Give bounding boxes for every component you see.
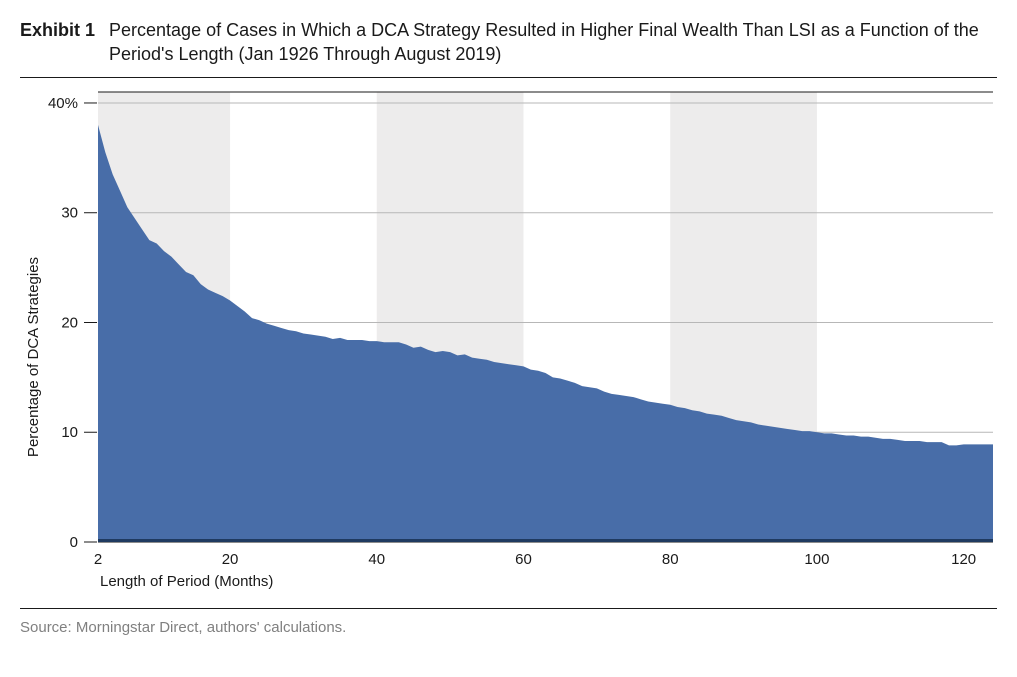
svg-text:0: 0 xyxy=(70,534,78,551)
svg-text:2: 2 xyxy=(94,551,102,568)
area-chart: 0 10 20 30 40% 2 20 40 60 80 100 120 Length of Perio… xyxy=(20,78,997,608)
svg-text:120: 120 xyxy=(951,551,976,568)
svg-text:Length of Period (Months): Length of Period (Months) xyxy=(100,573,273,590)
svg-text:10: 10 xyxy=(61,424,78,441)
exhibit-label: Exhibit 1 xyxy=(20,18,95,42)
svg-text:80: 80 xyxy=(662,551,679,568)
svg-text:100: 100 xyxy=(804,551,829,568)
chart-svg: 0 10 20 30 40% 2 20 40 60 80 100 120 Length of Perio… xyxy=(20,78,997,608)
svg-text:40: 40 xyxy=(368,551,385,568)
svg-text:60: 60 xyxy=(515,551,532,568)
svg-text:20: 20 xyxy=(222,551,239,568)
exhibit-header: Exhibit 1 Percentage of Cases in Which a… xyxy=(20,18,997,77)
svg-text:20: 20 xyxy=(61,314,78,331)
svg-text:Percentage of DCA Strategies: Percentage of DCA Strategies xyxy=(25,257,42,457)
svg-text:30: 30 xyxy=(61,204,78,221)
exhibit-title: Percentage of Cases in Which a DCA Strat… xyxy=(109,18,997,67)
svg-text:40%: 40% xyxy=(48,95,78,112)
source-text: Source: Morningstar Direct, authors' cal… xyxy=(20,609,997,636)
